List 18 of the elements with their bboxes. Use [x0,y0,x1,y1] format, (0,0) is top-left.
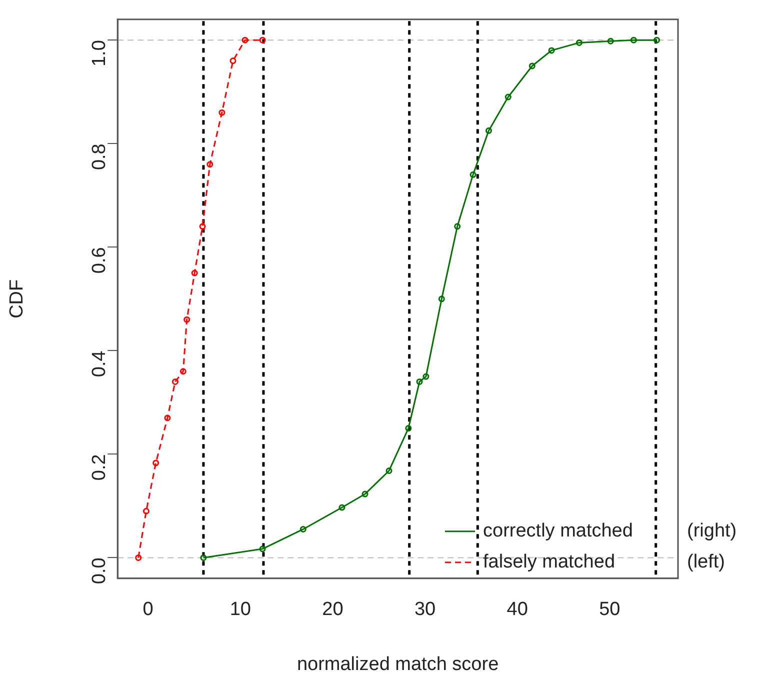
x-tick-label: 30 [414,599,436,620]
x-tick-label: 20 [322,599,344,620]
x-tick-label: 10 [230,599,251,620]
legend-label: falsely matched [483,552,616,573]
legend-label: correctly matched [483,520,633,542]
y-tick-label: 0.0 [88,558,110,584]
text: (left) [687,552,725,573]
x-tick-label: 0 [142,599,154,620]
y-axis-title: CDF [6,279,28,318]
y-tick-label: 0.2 [88,454,110,481]
x-axis-title: normalized match score [296,654,499,675]
x-tick-label: 50 [599,599,620,620]
y-tick-label: 0.4 [88,350,110,378]
text: (right) [687,520,737,542]
x-tick-label: 40 [506,599,528,620]
y-tick-label: 0.6 [88,247,110,274]
y-tick-label: 1.0 [88,40,110,67]
y-tick-label: 0.8 [88,144,110,170]
